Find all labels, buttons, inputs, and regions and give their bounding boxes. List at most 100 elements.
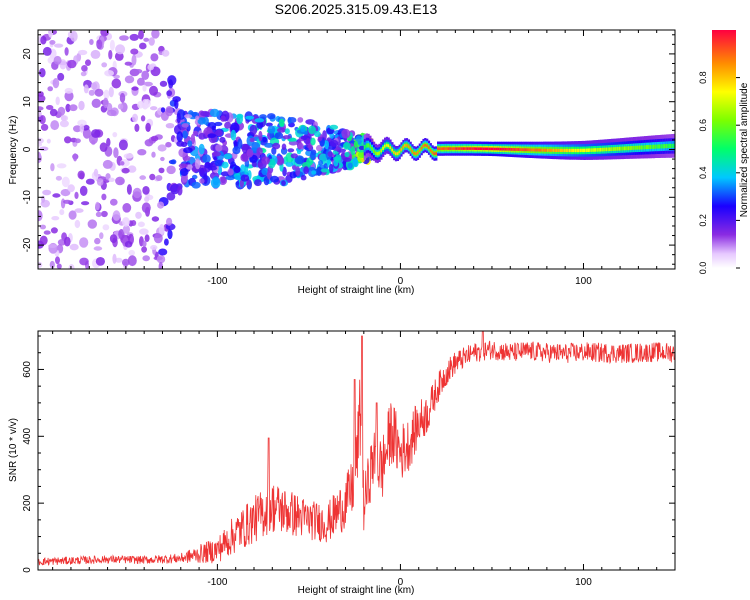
- heatmap-cell: [227, 168, 234, 176]
- heatmap-band-cell: [492, 147, 495, 151]
- heatmap-band-cell: [552, 148, 555, 152]
- y-tick-label: 10: [22, 96, 33, 108]
- heatmap-cell: [141, 202, 151, 213]
- heatmap-cell: [108, 86, 114, 98]
- heatmap-cell: [38, 152, 42, 163]
- heatmap-band-cell: [561, 148, 564, 152]
- heatmap-cell: [55, 96, 60, 106]
- heatmap-band-cell: [535, 148, 539, 152]
- heatmap-cell: [150, 245, 158, 250]
- heatmap-cell: [264, 142, 274, 148]
- heatmap-cell: [74, 138, 81, 144]
- heatmap-band-cell: [468, 147, 471, 150]
- heatmap-cell: [81, 201, 90, 206]
- heatmap-cell: [112, 132, 118, 138]
- heatmap-cell: [165, 141, 172, 148]
- heatmap-cell: [284, 128, 290, 135]
- heatmap-cell: [132, 113, 138, 123]
- heatmap-cell: [80, 71, 87, 77]
- heatmap-cell: [150, 53, 159, 62]
- heatmap-cell: [94, 88, 104, 97]
- heatmap-band-cell: [446, 147, 449, 150]
- snr-y-axis-label: SNR (10 * v/v): [8, 418, 19, 482]
- y-tick-label: 0: [22, 567, 33, 573]
- heatmap-band-cell: [546, 148, 550, 152]
- heatmap-cell: [111, 78, 122, 89]
- heatmap-cell: [198, 143, 205, 155]
- heatmap-cell: [67, 59, 77, 69]
- heatmap-cell: [352, 157, 358, 167]
- heatmap-band-cell: [596, 148, 599, 152]
- heatmap-cell: [344, 151, 350, 158]
- heatmap-cell: [59, 120, 69, 128]
- heatmap-cell: [88, 89, 95, 96]
- heatmap-band-cell: [563, 148, 566, 153]
- heatmap-cell: [73, 153, 78, 162]
- heatmap-cell: [46, 138, 51, 144]
- heatmap-cell: [137, 221, 145, 228]
- heatmap-band-cell: [409, 147, 412, 151]
- x-tick-label: 100: [575, 577, 592, 588]
- heatmap-band-cell: [481, 147, 484, 150]
- heatmap-cell: [51, 216, 60, 221]
- heatmap-cell: [267, 125, 276, 134]
- y-tick-label: 600: [22, 361, 33, 378]
- heatmap-cell: [59, 209, 65, 216]
- heatmap-band-cell: [464, 147, 467, 150]
- heatmap-cell: [183, 147, 193, 154]
- heatmap-cell: [70, 30, 78, 42]
- heatmap-band-cell: [387, 144, 390, 148]
- heatmap-band-cell: [519, 148, 522, 151]
- heatmap-cell: [150, 135, 159, 142]
- heatmap-cell: [90, 82, 98, 90]
- heatmap-cell: [274, 132, 283, 140]
- heatmap-band-cell: [607, 147, 610, 152]
- heatmap-cell: [220, 171, 230, 177]
- heatmap-cell: [138, 30, 144, 40]
- heatmap-cell: [142, 240, 147, 247]
- heatmap-cell: [77, 170, 85, 180]
- snr-axes: -100 0 100 0 200 400 600: [22, 331, 676, 588]
- heatmap-band-cell: [550, 148, 553, 152]
- heatmap-y-axis-label: Frequency (Hz): [8, 116, 19, 185]
- heatmap-band-cell: [499, 147, 502, 151]
- heatmap-cell: [89, 39, 94, 45]
- heatmap-cell: [266, 170, 272, 180]
- heatmap-cell: [211, 151, 221, 157]
- heatmap-band-cell: [605, 147, 608, 152]
- heatmap-band-cell: [545, 148, 548, 152]
- heatmap-cell: [172, 96, 181, 103]
- heatmap-band-cell: [632, 145, 636, 150]
- heatmap-cell: [38, 106, 44, 111]
- heatmap-cell: [134, 123, 140, 132]
- heatmap-cell: [160, 156, 165, 162]
- heatmap-band-cell: [600, 147, 603, 152]
- heatmap-cell: [155, 175, 163, 181]
- heatmap-cell: [308, 125, 316, 134]
- colorbar-tick-label: 0.0: [698, 262, 708, 275]
- heatmap-band-cell: [664, 144, 667, 149]
- y-tick-label: 400: [22, 428, 33, 445]
- heatmap-cell: [68, 264, 75, 269]
- heatmap-cell: [137, 77, 145, 86]
- x-tick-label: 0: [398, 276, 404, 287]
- heatmap-cell: [278, 118, 285, 127]
- heatmap-cell: [270, 175, 279, 183]
- heatmap-band-cell: [590, 148, 593, 152]
- heatmap-band-cell: [526, 148, 529, 152]
- heatmap-band-cell: [557, 148, 561, 152]
- heatmap-cell: [49, 260, 55, 269]
- heatmap-band-cell: [384, 144, 387, 148]
- heatmap-cell: [256, 147, 263, 156]
- heatmap-cell: [261, 156, 270, 165]
- x-tick-label: 100: [575, 276, 592, 287]
- heatmap-cell: [214, 159, 223, 167]
- heatmap-cell: [38, 137, 44, 144]
- heatmap-cell: [123, 153, 134, 159]
- heatmap-cell: [96, 178, 104, 186]
- heatmap-cell: [91, 129, 101, 138]
- snr-line-marks: [38, 331, 675, 566]
- heatmap-cell: [316, 144, 323, 152]
- heatmap-cell: [287, 148, 295, 153]
- heatmap-band-cell: [482, 147, 485, 151]
